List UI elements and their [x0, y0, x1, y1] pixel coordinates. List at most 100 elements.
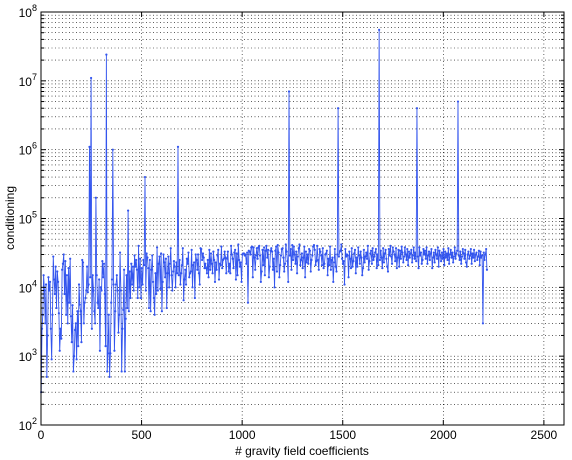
- data-point: [176, 145, 180, 148]
- data-point: [464, 261, 468, 264]
- data-point: [355, 256, 358, 259]
- data-point: [378, 258, 382, 262]
- data-point: [240, 280, 243, 283]
- data-point: [104, 345, 107, 348]
- data-point: [108, 375, 111, 378]
- data-point: [61, 262, 65, 265]
- data-point: [235, 252, 238, 255]
- data-point: [52, 255, 55, 258]
- data-point: [439, 254, 442, 257]
- data-point: [76, 310, 79, 313]
- data-point: [151, 280, 155, 283]
- data-point: [254, 268, 257, 271]
- data-point: [186, 262, 189, 265]
- data-point: [314, 264, 317, 267]
- data-point: [60, 337, 63, 340]
- data-point: [369, 249, 373, 252]
- data-point: [448, 262, 451, 265]
- data-point: [375, 267, 378, 270]
- data-point: [244, 253, 247, 256]
- data-point: [91, 274, 94, 277]
- data-point: [331, 256, 334, 259]
- data-point: [427, 250, 431, 253]
- data-point: [316, 244, 319, 247]
- data-point: [137, 244, 140, 247]
- data-point: [122, 308, 125, 311]
- data-point: [311, 254, 314, 257]
- y-tick-label: 105: [19, 210, 37, 227]
- data-point: [188, 272, 192, 275]
- data-point: [122, 268, 126, 271]
- data-point: [46, 334, 49, 337]
- data-point: [456, 100, 460, 103]
- data-point: [435, 253, 438, 256]
- data-point: [98, 278, 101, 281]
- data-point: [49, 327, 52, 330]
- data-point: [172, 270, 175, 273]
- data-point: [418, 246, 421, 249]
- data-point: [189, 270, 192, 273]
- data-point: [114, 283, 118, 286]
- data-point: [147, 306, 151, 310]
- data-point: [442, 247, 445, 251]
- data-point: [286, 260, 289, 263]
- data-point: [328, 264, 331, 267]
- data-point: [289, 247, 292, 251]
- data-point: [142, 258, 145, 262]
- data-point: [387, 247, 390, 251]
- data-point: [360, 256, 363, 259]
- data-point: [55, 306, 58, 310]
- data-point: [124, 317, 127, 320]
- data-point: [156, 289, 159, 292]
- data-point: [471, 252, 474, 255]
- data-point: [441, 257, 444, 260]
- data-point: [163, 261, 166, 264]
- data-point: [380, 256, 383, 259]
- data-point: [101, 260, 104, 263]
- data-point: [59, 327, 62, 330]
- data-point: [232, 267, 235, 270]
- data-point: [485, 268, 489, 271]
- data-point: [335, 270, 338, 273]
- data-point: [353, 248, 357, 251]
- series-layer: [40, 28, 489, 394]
- data-point: [160, 310, 163, 313]
- data-point: [96, 301, 99, 304]
- data-point: [114, 310, 117, 313]
- data-point: [113, 349, 116, 352]
- data-point: [384, 248, 387, 251]
- data-point: [419, 254, 422, 257]
- data-point: [425, 246, 428, 249]
- data-point: [365, 257, 369, 260]
- data-point: [320, 254, 323, 257]
- data-point: [191, 286, 194, 289]
- data-point: [44, 283, 48, 286]
- data-point: [327, 257, 330, 260]
- data-point: [72, 370, 75, 373]
- data-point: [368, 260, 371, 263]
- data-point: [228, 262, 231, 265]
- data-point: [125, 274, 128, 277]
- data-point: [177, 274, 180, 277]
- data-point: [246, 301, 250, 304]
- data-point: [201, 258, 204, 262]
- data-point: [416, 255, 419, 258]
- data-point: [216, 254, 219, 257]
- data-point: [356, 265, 359, 268]
- data-point: [332, 280, 335, 283]
- data-point: [348, 250, 351, 253]
- data-point: [43, 289, 46, 292]
- data-point: [319, 250, 322, 253]
- data-point: [184, 268, 187, 271]
- data-point: [483, 258, 486, 262]
- data-point: [333, 247, 336, 251]
- data-point: [131, 283, 134, 286]
- data-point: [466, 253, 469, 256]
- ticks: [40, 12, 564, 426]
- data-point: [200, 247, 203, 251]
- data-point: [229, 272, 232, 275]
- data-point: [351, 265, 354, 268]
- data-point: [83, 301, 86, 304]
- data-point: [253, 256, 256, 259]
- data-point: [297, 247, 300, 250]
